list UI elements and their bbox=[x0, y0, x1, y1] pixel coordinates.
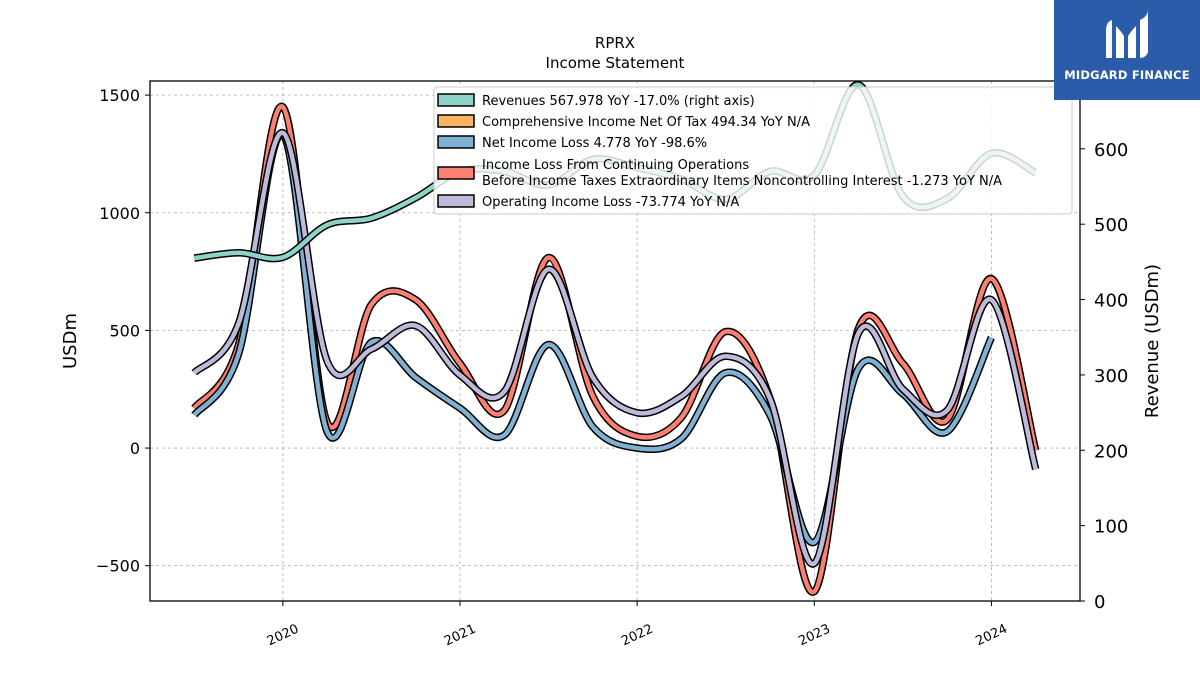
y2-tick-label: 300 bbox=[1094, 366, 1128, 387]
y-axis-label: USDm bbox=[60, 313, 81, 369]
legend-label: Net Income Loss 4.778 YoY -98.6% bbox=[482, 136, 707, 151]
y2-axis-label: Revenue (USDm) bbox=[1142, 264, 1163, 418]
y2-tick-label: 400 bbox=[1094, 291, 1128, 312]
series-2-line bbox=[191, 131, 995, 546]
midgard-finance-logo: MIDGARD FINANCE bbox=[1054, 0, 1200, 100]
legend-swatch bbox=[437, 114, 475, 128]
y2-tick-label: 200 bbox=[1094, 441, 1128, 462]
y2-tick-label: 0 bbox=[1094, 592, 1105, 613]
chart-title: RPRX bbox=[595, 34, 635, 52]
legend-label: Revenues 567.978 YoY -17.0% (right axis) bbox=[482, 94, 755, 109]
plot-frame bbox=[149, 80, 1081, 602]
y-tick-label: 1500 bbox=[99, 86, 140, 105]
legend-swatch bbox=[437, 166, 475, 180]
series-stroke bbox=[192, 132, 994, 545]
x-tick-label: 2022 bbox=[619, 622, 655, 650]
y2-tick-label: 500 bbox=[1094, 215, 1128, 236]
legend-box bbox=[433, 86, 1073, 215]
midgard-m-logo-icon bbox=[1106, 10, 1148, 58]
legend-swatch bbox=[437, 194, 475, 208]
legend: Revenues 567.978 YoY -17.0% (right axis)… bbox=[433, 86, 1073, 215]
y2-tick-label: 600 bbox=[1094, 140, 1128, 161]
legend-swatch bbox=[437, 135, 475, 149]
series-4-line bbox=[191, 129, 1040, 568]
y-tick-label: 0 bbox=[130, 439, 140, 458]
y2-tick-label: 100 bbox=[1094, 517, 1128, 538]
x-tick-label: 2023 bbox=[796, 622, 832, 650]
legend-label: Before Income Taxes Extraordinary Items … bbox=[482, 174, 1002, 189]
legend-label: Comprehensive Income Net Of Tax 494.34 Y… bbox=[482, 115, 810, 130]
x-tick-label: 2020 bbox=[265, 622, 301, 650]
y-tick-label: 500 bbox=[109, 321, 140, 340]
x-tick-label: 2024 bbox=[973, 622, 1009, 650]
y-tick-label: −500 bbox=[96, 557, 140, 576]
legend-label: Operating Income Loss -73.774 YoY N/A bbox=[482, 195, 739, 210]
chart-subtitle: Income Statement bbox=[546, 54, 685, 72]
legend-label: Income Loss From Continuing Operations bbox=[482, 158, 749, 173]
series-lines bbox=[191, 81, 1040, 596]
y-tick-label: 1000 bbox=[99, 204, 140, 223]
x-tick-label: 2021 bbox=[442, 622, 478, 650]
series-stroke bbox=[192, 130, 1038, 566]
legend-swatch bbox=[437, 93, 475, 107]
brand-name: MIDGARD FINANCE bbox=[1064, 68, 1190, 82]
